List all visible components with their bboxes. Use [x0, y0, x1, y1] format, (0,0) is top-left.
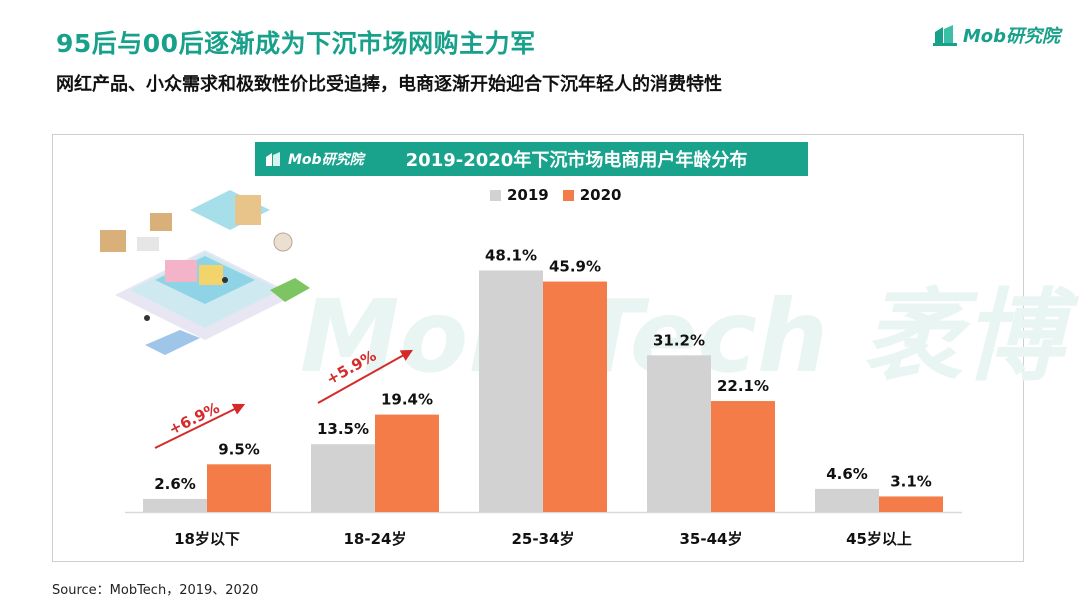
banner-logo: Mob研究院: [265, 149, 364, 169]
legend-label-2019: 2019: [507, 186, 549, 204]
growth-arrow-0: [154, 403, 246, 449]
legend-item-2020: 2020: [562, 186, 622, 204]
bar-2019-1: [311, 444, 375, 512]
bar-2020-2: [543, 281, 607, 512]
data-label-2019-4: 4.6%: [826, 465, 868, 483]
banner-logo-text: Mob研究院: [288, 152, 364, 168]
growth-arrow-1: [317, 349, 414, 404]
source-note: Source：MobTech，2019、2020: [52, 583, 259, 598]
growth-annotation-1: +5.9%: [323, 346, 379, 388]
bar-2019-0: [143, 498, 207, 512]
x-tick-label-4: 45岁以上: [846, 530, 912, 548]
page-subtitle: 网红产品、小众需求和极致性价比受追捧，电商逐渐开始迎合下沉年轻人的消费特性: [56, 74, 722, 95]
bar-2020-4: [879, 496, 943, 512]
data-label-2020-3: 22.1%: [717, 377, 769, 395]
legend-swatch-2019: [490, 189, 501, 201]
bar-2019-2: [479, 270, 543, 512]
bar-2020-1: [375, 414, 439, 512]
data-label-2020-1: 19.4%: [381, 391, 433, 409]
bar-2019-3: [647, 355, 711, 512]
data-label-2019-3: 31.2%: [653, 331, 705, 349]
data-label-2020-0: 9.5%: [218, 440, 260, 458]
bar-2020-0: [207, 464, 271, 512]
data-label-2019-1: 13.5%: [317, 420, 369, 438]
legend-item-2019: 2019: [490, 186, 549, 204]
banner-logo-icon: [266, 152, 280, 166]
bar-2019-4: [815, 488, 879, 512]
chart-legend: 2019 2020: [490, 186, 636, 204]
legend-label-2020: 2020: [579, 186, 622, 204]
data-label-2020-2: 45.9%: [549, 258, 601, 276]
bar-2020-3: [711, 401, 775, 512]
x-tick-label-1: 18-24岁: [344, 530, 407, 548]
data-label-2019-2: 48.1%: [485, 247, 537, 265]
growth-annotation-0: +6.9%: [166, 399, 223, 439]
x-tick-label-3: 35-44岁: [680, 530, 743, 548]
x-tick-label-2: 25-34岁: [512, 530, 575, 548]
chart-title-banner: Mob研究院 2019-2020年下沉市场电商用户年龄分布: [255, 142, 808, 176]
ecommerce-illustration-icon: [100, 190, 310, 355]
legend-swatch-2020: [562, 189, 574, 201]
x-tick-label-0: 18岁以下: [174, 530, 240, 548]
page-title: 95后与00后逐渐成为下沉市场网购主力军: [56, 29, 536, 58]
brand-logo: Mob研究院: [932, 22, 1060, 48]
data-label-2019-0: 2.6%: [154, 475, 196, 493]
data-label-2020-4: 3.1%: [890, 472, 932, 490]
chart-title: 2019-2020年下沉市场电商用户年龄分布: [405, 150, 748, 171]
logo-icon: [932, 25, 957, 46]
logo-text: Mob研究院: [962, 26, 1060, 47]
